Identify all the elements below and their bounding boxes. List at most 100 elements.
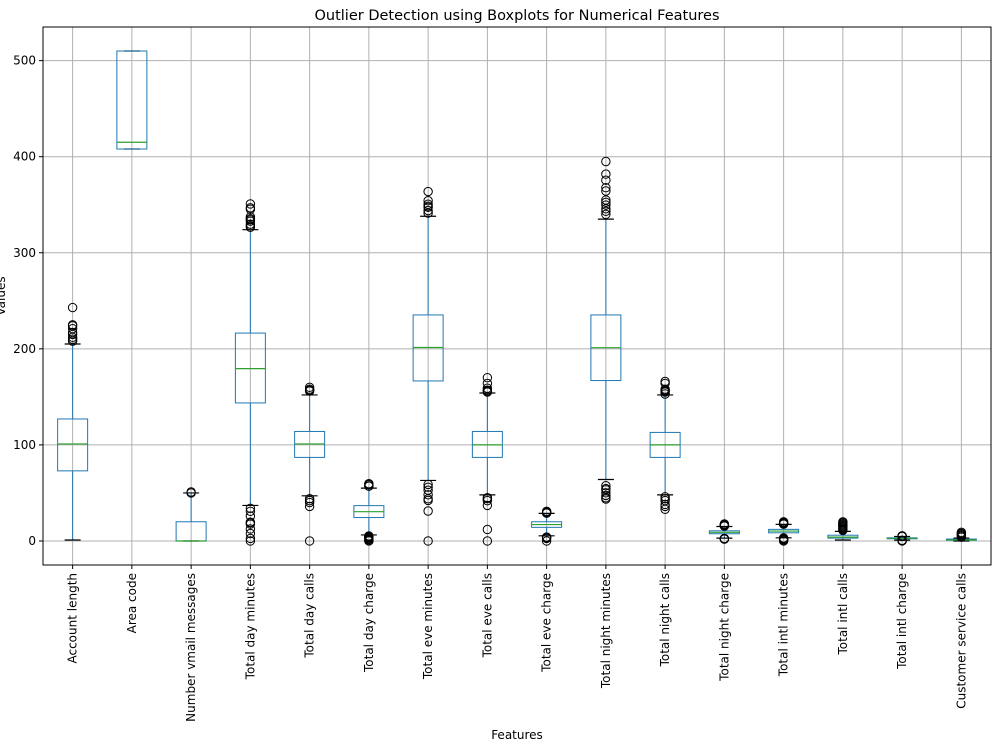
outlier-point — [245, 199, 256, 209]
x-tick-label: Area code — [125, 573, 139, 633]
outlier-point — [660, 384, 670, 394]
outlier-point — [897, 535, 907, 545]
chart-title: Outlier Detection using Boxplots for Num… — [314, 8, 719, 24]
y-axis-title: Values — [0, 276, 8, 315]
outlier-point — [245, 503, 256, 514]
outlier-point — [245, 517, 256, 527]
x-tick-label: Total night minutes — [599, 573, 613, 689]
outlier-point — [67, 323, 78, 334]
box-account-length — [57, 302, 89, 541]
outlier-point — [245, 203, 256, 213]
outlier-point — [245, 536, 256, 546]
x-tick-label: Total intl calls — [836, 573, 850, 656]
outlier-point — [245, 524, 256, 534]
outlier-point — [660, 376, 670, 387]
x-tick-label: Total eve calls — [480, 573, 494, 658]
y-tick-label: 0 — [28, 534, 36, 548]
x-tick-label: Total day minutes — [243, 573, 257, 680]
box-total-day-minutes — [234, 199, 266, 546]
outlier-point — [897, 531, 907, 541]
outlier-point — [245, 212, 256, 222]
iqr-box — [57, 418, 89, 472]
box-number-vmail-messages — [175, 487, 207, 542]
outlier-point — [660, 499, 670, 510]
outlier-point — [423, 506, 433, 516]
outlier-point — [601, 200, 611, 210]
outlier-point — [541, 536, 552, 546]
outlier-point — [601, 186, 611, 196]
x-tick-label: Total night charge — [717, 573, 731, 682]
x-tick-label: Total eve charge — [540, 573, 554, 673]
outlier-point — [423, 482, 433, 492]
outlier-point — [778, 517, 789, 527]
x-tick-label: Account length — [66, 573, 80, 664]
x-tick-label: Total intl minutes — [777, 573, 791, 677]
outlier-point — [423, 199, 433, 209]
outlier-point — [245, 528, 256, 539]
y-tick-label: 100 — [13, 438, 36, 452]
outlier-point — [601, 169, 611, 179]
outlier-point — [601, 197, 611, 208]
outlier-point — [601, 175, 611, 185]
iqr-box — [116, 50, 148, 150]
outlier-point — [186, 487, 196, 497]
y-tick-label: 200 — [13, 342, 36, 356]
y-tick-label: 400 — [13, 150, 36, 164]
outlier-point — [245, 219, 256, 229]
y-tick-label: 300 — [13, 246, 36, 260]
x-axis-title: Features — [491, 728, 543, 742]
x-tick-label: Customer service calls — [954, 573, 968, 709]
outlier-point — [482, 378, 493, 389]
x-tick-label: Total day charge — [362, 573, 376, 673]
plot-frame — [42, 26, 992, 566]
outlier-point — [719, 533, 730, 544]
x-tick-label: Total eve minutes — [421, 573, 435, 680]
outlier-point — [956, 527, 967, 538]
box-total-intl-calls — [827, 517, 859, 541]
outlier-point — [67, 302, 78, 313]
outlier-point — [482, 493, 493, 503]
outlier-point — [423, 186, 433, 197]
box-customer-service-calls — [945, 527, 977, 542]
box-total-eve-minutes — [412, 186, 444, 546]
outlier-point — [304, 382, 315, 392]
outlier-point — [245, 506, 256, 516]
grid-lines — [43, 27, 991, 565]
outlier-point — [304, 494, 315, 504]
box-total-intl-charge — [886, 531, 918, 546]
iqr-box — [234, 332, 266, 404]
outlier-point — [304, 536, 315, 546]
outlier-point — [778, 533, 789, 543]
y-axis: 0 100 200 300 400 500 — [13, 54, 43, 548]
box-total-night-minutes — [590, 156, 622, 504]
outlier-point — [601, 206, 611, 216]
box-total-night-calls — [649, 376, 681, 514]
box-total-day-charge — [353, 479, 385, 546]
x-axis: Account length Area code Number vmail mess… — [66, 565, 968, 722]
y-tick-label: 500 — [13, 54, 36, 68]
outlier-point — [601, 483, 611, 494]
box-total-day-calls — [294, 382, 326, 546]
outlier-point — [601, 488, 611, 498]
outlier-point — [67, 320, 78, 330]
x-tick-label: Total night calls — [658, 573, 672, 667]
outlier-point — [482, 524, 493, 535]
box-total-eve-charge — [531, 506, 563, 546]
outlier-point — [601, 209, 611, 220]
outlier-point — [364, 531, 374, 541]
box-total-intl-minutes — [768, 517, 800, 546]
x-tick-label: Total day calls — [303, 573, 317, 659]
outlier-point — [541, 532, 552, 542]
boxplot-boxes — [57, 50, 977, 546]
outlier-point — [601, 156, 611, 167]
outlier-point — [601, 490, 611, 501]
outlier-point — [482, 372, 493, 383]
outlier-point — [482, 383, 493, 393]
box-area-code — [116, 50, 148, 150]
outlier-point — [423, 479, 433, 490]
outlier-point — [423, 536, 433, 546]
outlier-point — [482, 500, 493, 511]
outlier-point — [601, 481, 611, 491]
outlier-point — [67, 327, 78, 338]
